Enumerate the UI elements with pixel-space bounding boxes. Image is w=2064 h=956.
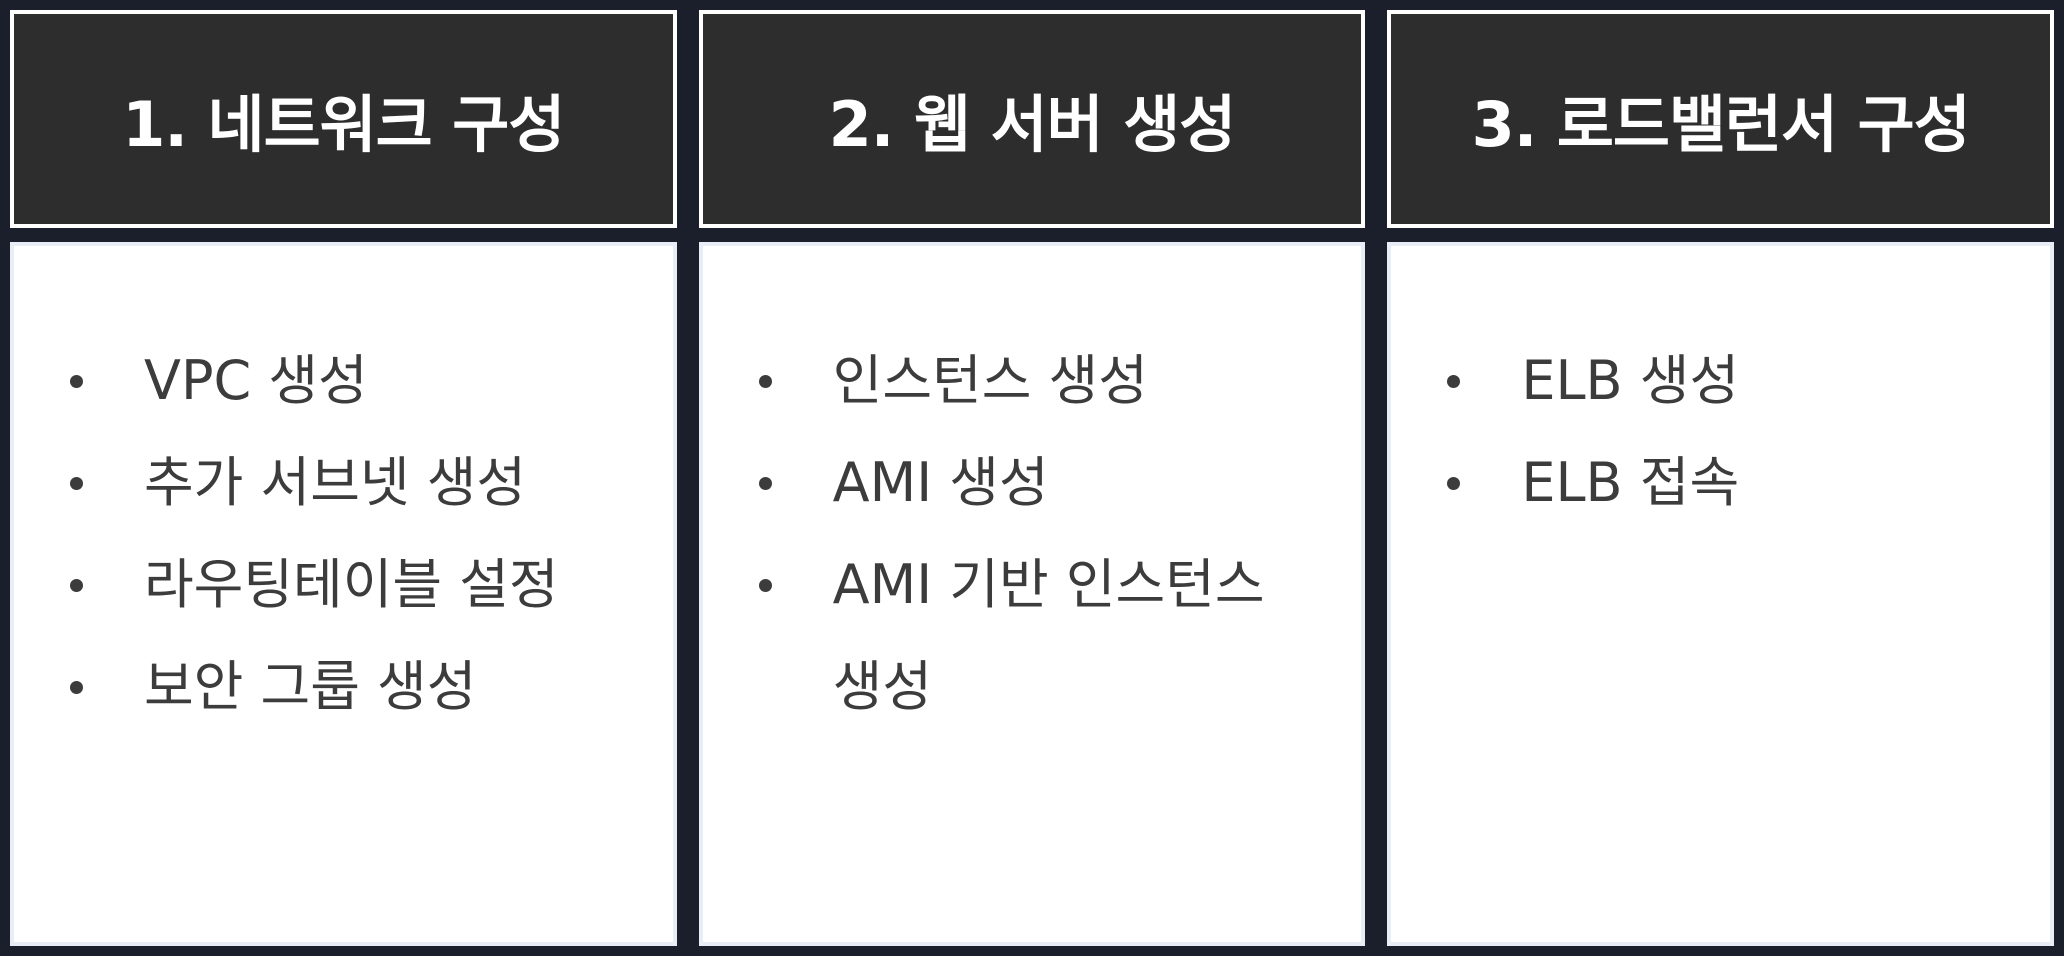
- column-web-server: 2. 웹 서버 생성 인스턴스 생성 AMI 생성 AMI 기반 인스턴스 생성: [698, 10, 1366, 946]
- list-item: 라우팅테이블 설정: [70, 534, 633, 636]
- column-title: 2. 웹 서버 생성: [828, 88, 1237, 161]
- column-title: 1. 네트워크 구성: [122, 88, 565, 161]
- list-item: 인스턴스 생성: [758, 330, 1322, 432]
- column-header: 1. 네트워크 구성: [10, 10, 677, 228]
- bullet-icon: [70, 636, 144, 738]
- column-load-balancer: 3. 로드밸런서 구성 ELB 생성 ELB 접속: [1387, 10, 2055, 946]
- step-text: ELB 접속: [1521, 451, 1740, 514]
- bullet-icon: [70, 330, 144, 432]
- column-body: 인스턴스 생성 AMI 생성 AMI 기반 인스턴스 생성: [698, 242, 1366, 946]
- list-item: 보안 그룹 생성: [70, 636, 633, 738]
- step-list: 인스턴스 생성 AMI 생성 AMI 기반 인스턴스 생성: [758, 330, 1322, 738]
- column-header: 3. 로드밸런서 구성: [1387, 10, 2055, 228]
- bullet-icon: [1447, 330, 1521, 432]
- bullet-icon: [70, 534, 144, 636]
- column-header: 2. 웹 서버 생성: [698, 10, 1366, 228]
- step-list: ELB 생성 ELB 접속: [1447, 330, 2010, 534]
- step-text: VPC 생성: [144, 349, 368, 412]
- bullet-icon: [70, 432, 144, 534]
- step-text: AMI 생성: [832, 451, 1049, 514]
- step-text: 라우팅테이블 설정: [144, 553, 559, 616]
- list-item: 추가 서브넷 생성: [70, 432, 633, 534]
- step-text: 보안 그룹 생성: [144, 655, 477, 718]
- step-text: 추가 서브넷 생성: [144, 451, 527, 514]
- list-item: ELB 접속: [1447, 432, 2010, 534]
- step-text: 인스턴스 생성: [832, 349, 1148, 412]
- steps-diagram: 1. 네트워크 구성 VPC 생성 추가 서브넷 생성 라우팅테이블 설정 보안…: [10, 10, 2055, 946]
- step-list: VPC 생성 추가 서브넷 생성 라우팅테이블 설정 보안 그룹 생성: [70, 330, 633, 738]
- list-item: ELB 생성: [1447, 330, 2010, 432]
- bullet-icon: [758, 432, 833, 534]
- column-body: ELB 생성 ELB 접속: [1387, 242, 2055, 946]
- list-item: AMI 기반 인스턴스 생성: [758, 534, 1322, 738]
- column-body: VPC 생성 추가 서브넷 생성 라우팅테이블 설정 보안 그룹 생성: [10, 242, 677, 946]
- step-text: AMI 기반 인스턴스 생성: [832, 553, 1265, 718]
- bullet-icon: [758, 330, 833, 432]
- list-item: AMI 생성: [758, 432, 1322, 534]
- column-title: 3. 로드밸런서 구성: [1471, 88, 1971, 161]
- step-text: ELB 생성: [1521, 349, 1740, 412]
- bullet-icon: [758, 534, 833, 636]
- column-network-setup: 1. 네트워크 구성 VPC 생성 추가 서브넷 생성 라우팅테이블 설정 보안…: [10, 10, 677, 946]
- list-item: VPC 생성: [70, 330, 633, 432]
- bullet-icon: [1447, 432, 1521, 534]
